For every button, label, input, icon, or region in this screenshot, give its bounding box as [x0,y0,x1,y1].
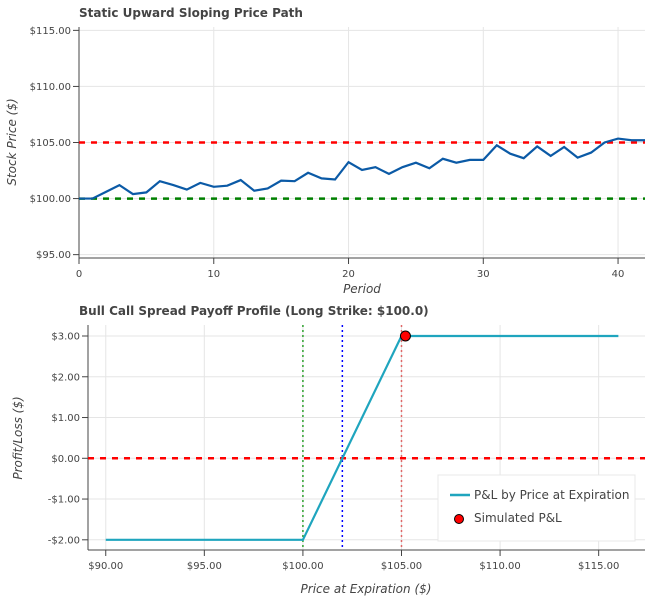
legend-label-payoff: P&L by Price at Expiration [474,488,630,502]
payoff-ytick-label: $3.00 [51,332,80,343]
payoff-ytick-label: $2.00 [51,372,80,383]
price-ytick-label: $95.00 [36,250,71,261]
price-xtick-label: 20 [342,269,355,280]
payoff-xtick-label: $100.00 [282,561,323,572]
price-ytick-label: $110.00 [30,82,71,93]
payoff-xtick-label: $110.00 [479,561,520,572]
price-ytick-label: $115.00 [30,26,71,37]
price-ytick-label: $105.00 [30,138,71,149]
payoff-chart-xlabel: Price at Expiration ($) [301,582,432,596]
price-series-line [79,137,645,200]
price-ytick-label: $100.00 [30,194,71,205]
payoff-ytick-label: $1.00 [51,413,80,424]
payoff-chart-title: Bull Call Spread Payoff Profile (Long St… [79,304,429,318]
price-chart-xlabel: Period [343,282,381,296]
payoff-xtick-label: $115.00 [578,561,619,572]
legend-box [437,474,636,542]
price-xtick-label: 40 [612,269,625,280]
payoff-xtick-label: $95.00 [187,561,222,572]
legend-label-simulated: Simulated P&L [474,511,562,525]
payoff-series-line [105,334,619,541]
price-xtick-label: 10 [207,269,220,280]
payoff-xtick-label: $90.00 [88,561,123,572]
price-xtick-label: 30 [477,269,490,280]
payoff-simulated-point [399,330,411,342]
payoff-chart-ylabel: Profit/Loss ($) [11,396,25,479]
legend-dot-swatch [454,514,464,524]
payoff-ytick-label: -$1.00 [48,495,80,506]
payoff-legend: P&L by Price at Expiration Simulated P&L [437,474,636,542]
price-xtick-label: 0 [76,269,82,280]
payoff-ytick-label: -$2.00 [48,535,80,546]
payoff-ytick-label: $0.00 [51,454,80,465]
payoff-xtick-label: $105.00 [381,561,422,572]
price-chart-title: Static Upward Sloping Price Path [79,6,303,20]
price-chart-ylabel: Stock Price ($) [5,98,19,185]
